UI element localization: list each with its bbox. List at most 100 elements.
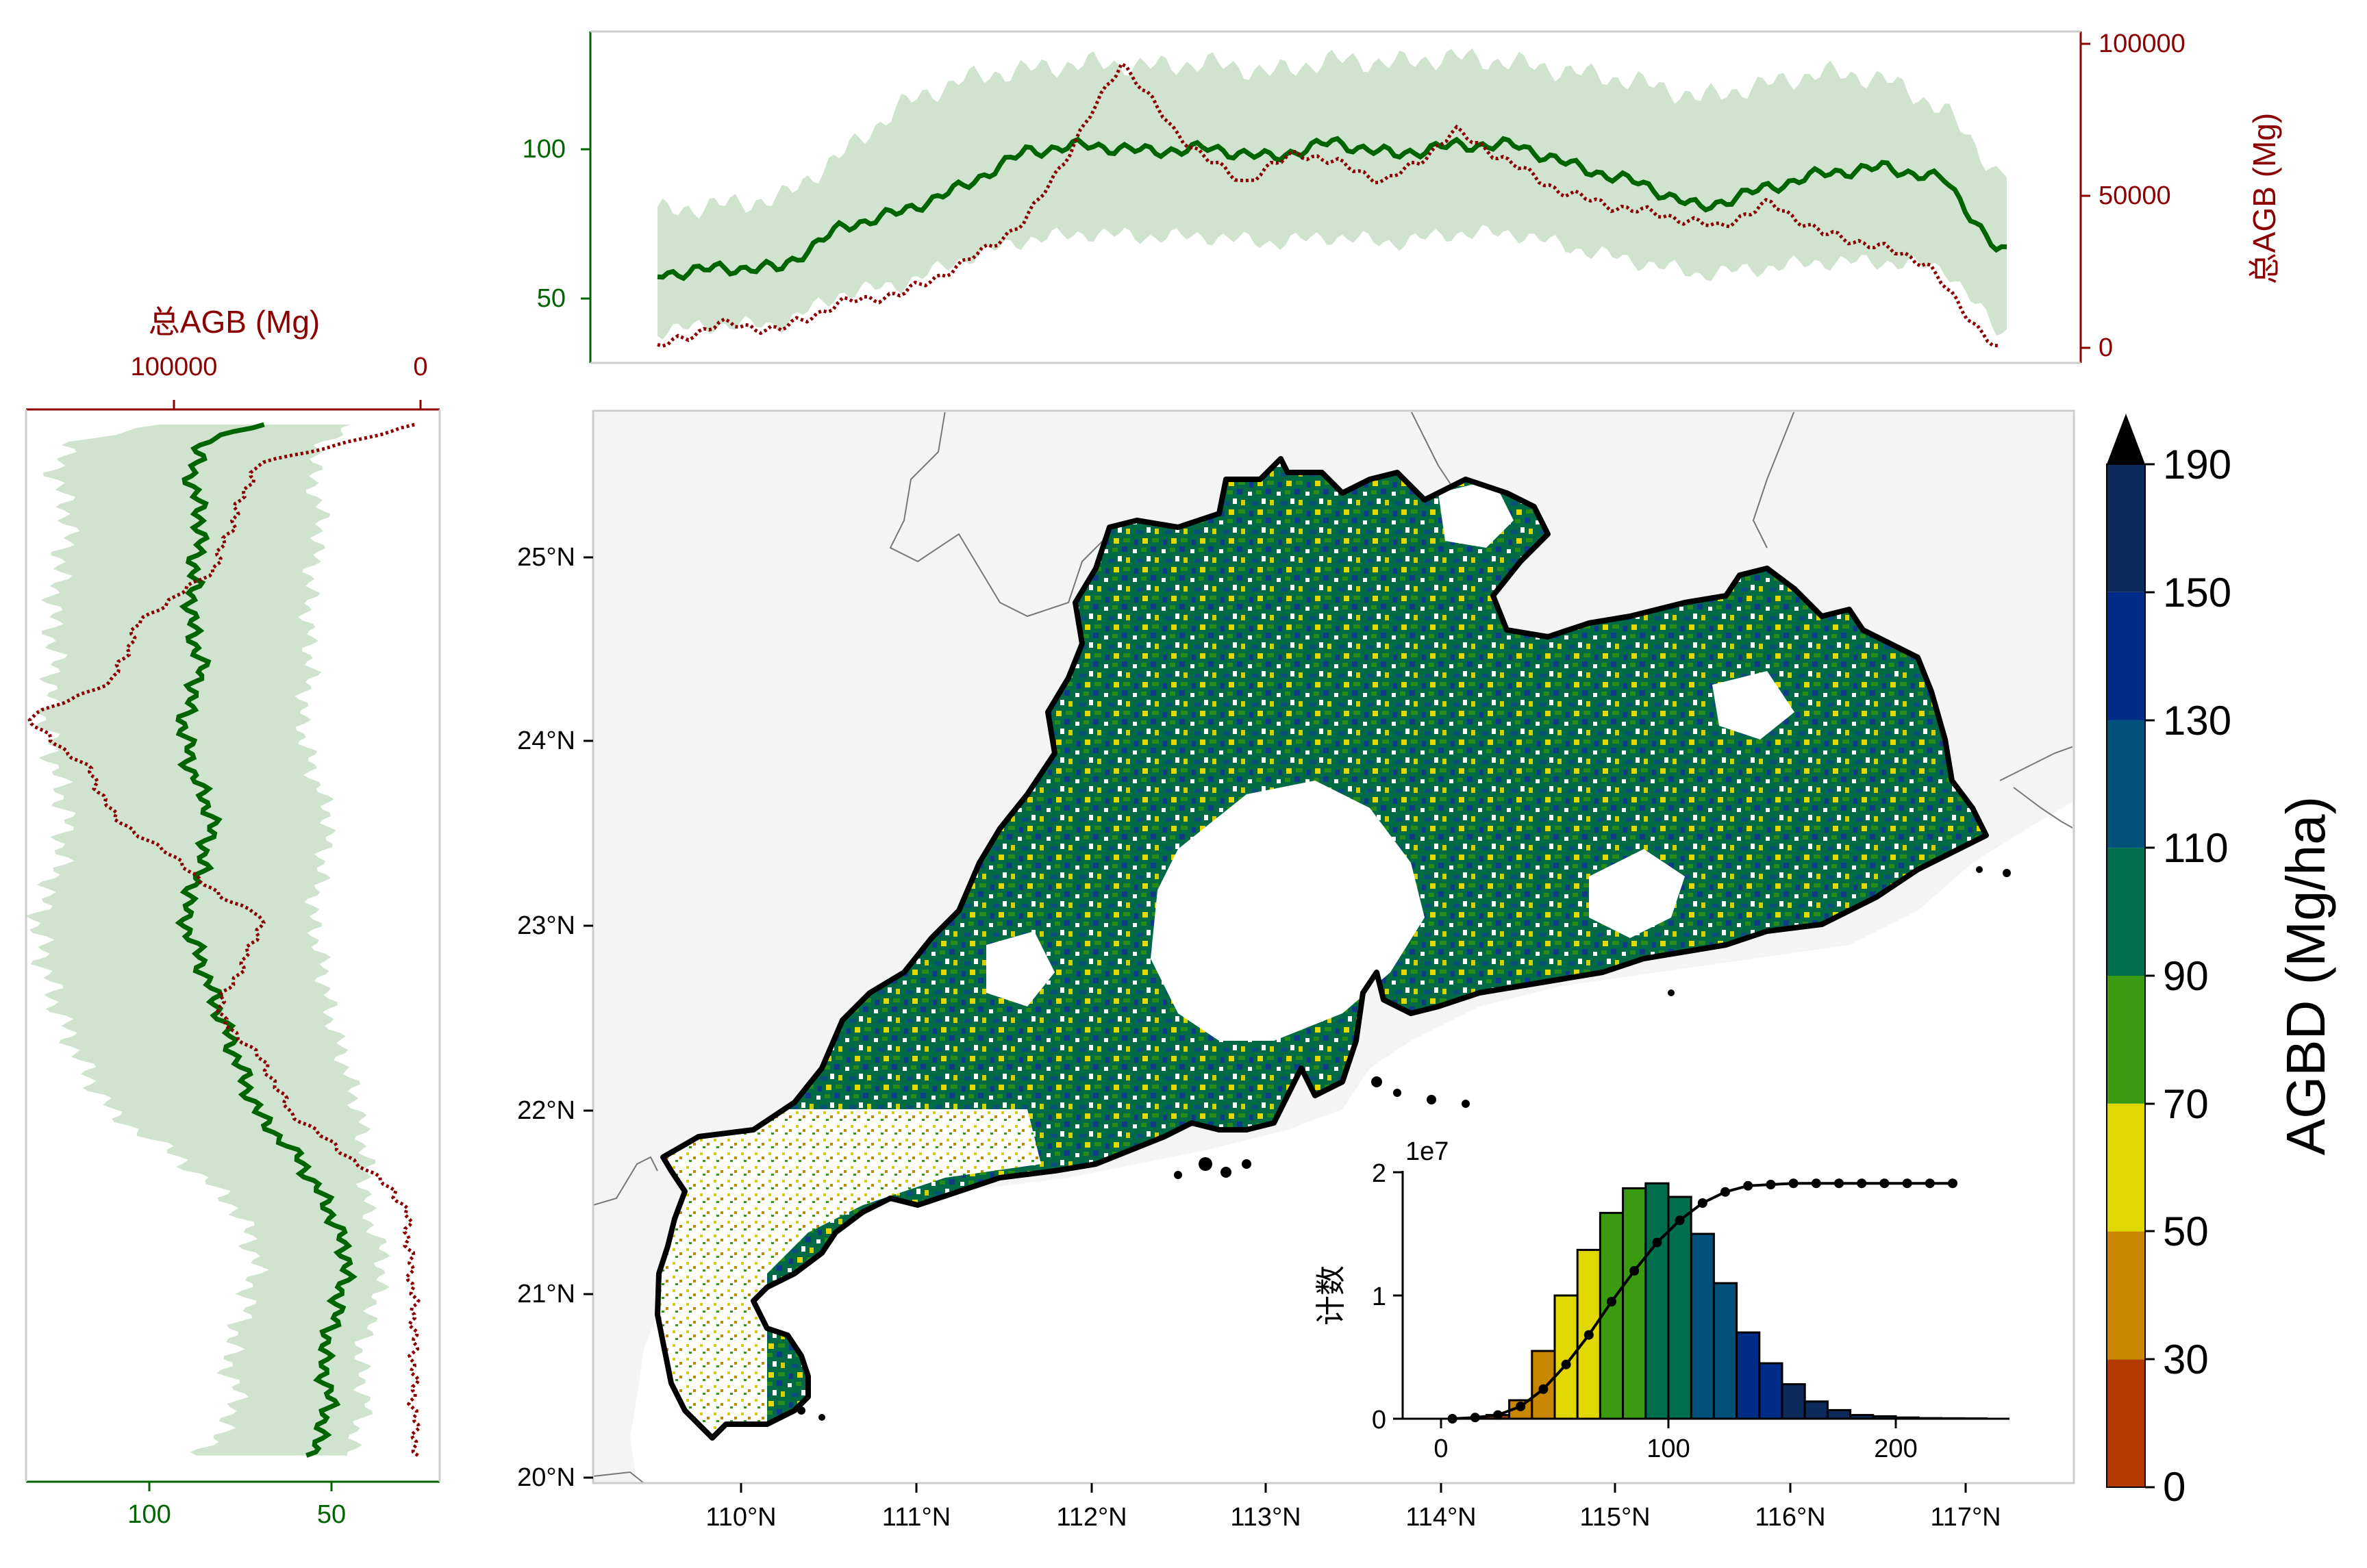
inset-y-axis-label: 计数 bbox=[1314, 1265, 1348, 1326]
lat-tick-20: 20°N bbox=[517, 1463, 593, 1492]
cumulative-point bbox=[1925, 1178, 1935, 1189]
cumulative-point bbox=[1629, 1266, 1640, 1276]
cumulative-point bbox=[1538, 1384, 1549, 1394]
colorbar-segment bbox=[2107, 1231, 2145, 1360]
colorbar-tick-130: 130 bbox=[2145, 698, 2231, 744]
colorbar-extend-arrow bbox=[2107, 414, 2145, 464]
cumulative-point bbox=[1652, 1237, 1662, 1248]
colorbar-segment bbox=[2107, 720, 2145, 848]
inset-ytick-2: 2 bbox=[1372, 1159, 1403, 1188]
lon-tick-112: 112°N bbox=[1056, 1483, 1127, 1532]
inset-histogram: 0 1 2 0 100 200 1e7 计数 bbox=[1314, 1137, 2009, 1463]
pearl-river-delta-urban-area bbox=[1151, 781, 1425, 1041]
lon-tick-111: 111°N bbox=[882, 1483, 951, 1532]
inset-ytick-label-0: 0 bbox=[1372, 1406, 1386, 1434]
lon-tick-label-115: 115°N bbox=[1579, 1503, 1650, 1532]
island bbox=[1242, 1159, 1251, 1169]
neighbor-border-west bbox=[593, 1156, 658, 1206]
lon-tick-label-112: 112°N bbox=[1056, 1503, 1127, 1532]
cumulative-point bbox=[1834, 1178, 1844, 1189]
top-right-tick-50000: 50000 bbox=[2081, 181, 2171, 210]
colorbar-tick-70: 70 bbox=[2145, 1081, 2209, 1127]
left-profile-panel: 100000 0 总AGB (Mg) 100 50 bbox=[25, 304, 441, 1529]
top-mean-agbd-line bbox=[657, 136, 2007, 281]
cumulative-point bbox=[1675, 1215, 1685, 1226]
cumulative-point bbox=[1766, 1180, 1776, 1189]
inset-ytick-label-1: 1 bbox=[1372, 1282, 1386, 1311]
lon-tick-117: 117°N bbox=[1930, 1483, 2001, 1532]
lon-tick-114: 114°N bbox=[1405, 1483, 1477, 1532]
coastal-islands bbox=[797, 866, 2011, 1421]
island bbox=[1174, 1171, 1182, 1179]
histogram-bar bbox=[1553, 1294, 1579, 1420]
histogram-bar bbox=[1758, 1362, 1783, 1420]
top-total-agb-line bbox=[657, 61, 1999, 348]
inset-xtick-label-0: 0 bbox=[1433, 1434, 1448, 1463]
inset-ytick-1: 1 bbox=[1372, 1282, 1403, 1311]
colorbar-segment bbox=[2107, 592, 2145, 720]
lat-tick-23: 23°N bbox=[517, 911, 593, 940]
cumulative-point bbox=[1811, 1178, 1821, 1189]
histogram-bar bbox=[1667, 1196, 1692, 1420]
map-frame bbox=[592, 409, 2075, 1484]
urban-patch-west bbox=[986, 931, 1055, 1007]
lat-tick-label-25: 25°N bbox=[517, 543, 575, 572]
histogram-bar bbox=[1690, 1232, 1715, 1420]
colorbar-tick-90: 90 bbox=[2145, 953, 2209, 999]
left-bottom-tick-label-100: 100 bbox=[127, 1500, 171, 1529]
colorbar-tick-110: 110 bbox=[2145, 825, 2229, 871]
colorbar-tick-label-0: 0 bbox=[2163, 1464, 2186, 1510]
left-bottom-tick-100: 100 bbox=[127, 1482, 171, 1529]
colorbar-segment bbox=[2107, 464, 2145, 592]
top-spread-band bbox=[658, 48, 2007, 340]
inset-ytick-0: 0 bbox=[1372, 1406, 1403, 1434]
left-total-agb-line bbox=[27, 422, 422, 1457]
colorbar-tick-190: 190 bbox=[2145, 442, 2231, 488]
map-longitude-ticks: 110°N 111°N 112°N 113°N 114°N 115°N 116°… bbox=[705, 1483, 2001, 1532]
island bbox=[797, 1406, 805, 1415]
top-right-tick-label-50000: 50000 bbox=[2099, 181, 2171, 210]
cumulative-point bbox=[1720, 1187, 1730, 1197]
top-profile-panel: 50 100 0 50000 100000 总AGB (Mg) bbox=[523, 29, 2282, 364]
inset-y-multiplier: 1e7 bbox=[1405, 1137, 1449, 1166]
top-right-axis-label: 总AGB (Mg) bbox=[2246, 113, 2282, 284]
colorbar-tick-label-30: 30 bbox=[2163, 1337, 2209, 1382]
cumulative-point bbox=[1948, 1178, 1957, 1189]
cumulative-point bbox=[1561, 1359, 1571, 1369]
colorbar-tick-30: 30 bbox=[2145, 1337, 2209, 1382]
urban-patch-east bbox=[1589, 849, 1685, 938]
colorbar-tick-label-90: 90 bbox=[2163, 953, 2209, 999]
colorbar-segment bbox=[2107, 976, 2145, 1104]
lat-tick-label-23: 23°N bbox=[517, 911, 575, 940]
lat-tick-label-21: 21°N bbox=[517, 1280, 575, 1308]
island bbox=[1976, 866, 1983, 873]
cumulative-point bbox=[1493, 1410, 1503, 1420]
top-left-tick-label-100: 100 bbox=[523, 135, 566, 164]
colorbar-tick-label-190: 190 bbox=[2163, 442, 2231, 488]
histogram-bar bbox=[1644, 1182, 1670, 1420]
inset-xtick-0: 0 bbox=[1433, 1419, 1449, 1463]
cumulative-point bbox=[1879, 1178, 1890, 1189]
colorbar-tick-label-70: 70 bbox=[2163, 1081, 2209, 1127]
map-latitude-ticks: 20°N 21°N 22°N 23°N 24°N 25°N bbox=[517, 543, 593, 1492]
histogram-bar bbox=[1803, 1400, 1829, 1420]
island bbox=[1199, 1157, 1212, 1171]
left-spread-band bbox=[26, 425, 390, 1456]
colorbar: 0 30 50 70 90 110 130 150 190 AGBD (Mg/h… bbox=[2106, 414, 2336, 1510]
lon-tick-label-111: 111°N bbox=[882, 1503, 951, 1532]
map-panel: 20°N 21°N 22°N 23°N 24°N 25°N 110°N 111°… bbox=[517, 409, 2075, 1532]
top-left-tick-50: 50 bbox=[537, 284, 590, 313]
island bbox=[818, 1414, 825, 1421]
inset-xtick-label-100: 100 bbox=[1646, 1434, 1690, 1463]
island bbox=[1371, 1076, 1382, 1087]
lon-tick-label-117: 117°N bbox=[1930, 1503, 2001, 1532]
lon-tick-115: 115°N bbox=[1579, 1483, 1651, 1532]
leizhou-peninsula-sparse-area bbox=[658, 1109, 1041, 1438]
province-overlays bbox=[658, 479, 1794, 1438]
top-left-tick-label-50: 50 bbox=[537, 284, 566, 313]
top-right-tick-100000: 100000 bbox=[2081, 29, 2186, 58]
histogram-bar bbox=[1781, 1383, 1806, 1420]
cumulative-point bbox=[1857, 1178, 1867, 1189]
histogram-bar bbox=[1712, 1282, 1738, 1420]
